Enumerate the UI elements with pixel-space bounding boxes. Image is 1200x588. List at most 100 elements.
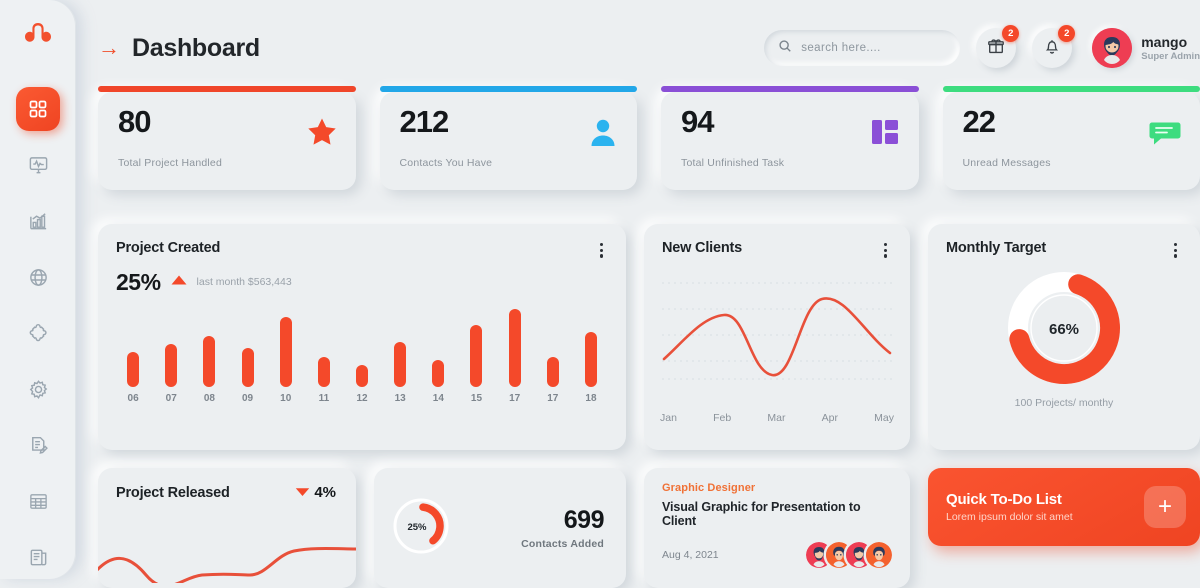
- card-head: Monthly Target: [928, 224, 1200, 261]
- triangle-up-icon: [170, 273, 188, 291]
- stat-card-unread-messages[interactable]: 22 Unread Messages: [943, 92, 1200, 190]
- bar-column[interactable]: 14: [419, 304, 457, 404]
- bar-column[interactable]: 08: [190, 304, 228, 404]
- profile-role: Super Admin: [1141, 51, 1200, 62]
- bar: [280, 317, 292, 387]
- triangle-down-icon: [295, 484, 310, 501]
- bar-label: 11: [319, 393, 330, 404]
- bar-column[interactable]: 13: [381, 304, 419, 404]
- project-released-delta-value: 4%: [314, 484, 336, 501]
- bar: [318, 357, 330, 387]
- card-title: New Clients: [662, 240, 742, 256]
- sidebar-item-forms[interactable]: [16, 423, 60, 467]
- contacts-added-card: 25% 699 Contacts Added: [374, 468, 626, 588]
- stat-card-total-project-handled[interactable]: 80 Total Project Handled: [98, 92, 356, 190]
- bar: [203, 336, 215, 387]
- bar-column[interactable]: 15: [457, 304, 495, 404]
- bar-column[interactable]: 07: [152, 304, 190, 404]
- sidebar-item-pages[interactable]: [16, 535, 60, 579]
- axis-tick-feb: Feb: [713, 412, 731, 424]
- bar: [356, 365, 368, 387]
- new-clients-line-chart: Jan Feb Mar Apr May: [644, 261, 910, 424]
- contacts-added-gauge: 25%: [392, 497, 450, 560]
- search-input[interactable]: [801, 42, 946, 54]
- bar: [547, 357, 559, 387]
- project-released-card: Project Released 4%: [98, 468, 356, 588]
- todo-subtitle: Lorem ipsum dolor sit amet: [946, 511, 1073, 523]
- kebab-menu-icon[interactable]: [595, 240, 608, 261]
- bar-label: 08: [204, 393, 215, 404]
- chat-bubble-icon: [1148, 116, 1182, 153]
- contacts-added-label: Contacts Added: [521, 538, 604, 550]
- middle-row: Project Created 25% last month $563,443 …: [98, 224, 1200, 450]
- stat-card-total-unfinished-task[interactable]: 94 Total Unfinished Task: [661, 92, 919, 190]
- sidebar-item-network[interactable]: [16, 255, 60, 299]
- monthly-target-donut-chart: 66% 100 Projects/ monthy: [928, 265, 1200, 409]
- card-title: Project Released: [116, 485, 230, 501]
- sidebar-item-analytics[interactable]: [16, 143, 60, 187]
- bar-column[interactable]: 18: [572, 304, 610, 404]
- monthly-target-card: Monthly Target 66% 100 Projects/ monthy: [928, 224, 1200, 450]
- sidebar-item-tables[interactable]: [16, 479, 60, 523]
- bar-label: 17: [509, 393, 520, 404]
- stat-cards-row: 80 Total Project Handled 212 Contacts Yo…: [98, 92, 1200, 190]
- bar-column[interactable]: 17: [534, 304, 572, 404]
- stat-value: 80: [118, 106, 222, 139]
- stat-text: 94 Total Unfinished Task: [681, 106, 784, 169]
- task-role: Graphic Designer: [662, 482, 892, 494]
- gift-button[interactable]: 2: [976, 28, 1016, 68]
- contacts-added-gauge-label: 25%: [407, 522, 427, 533]
- axis-tick-mar: Mar: [767, 412, 785, 424]
- avatar-4[interactable]: [866, 542, 892, 568]
- task-card[interactable]: Graphic Designer Visual Graphic for Pres…: [644, 468, 910, 588]
- profile-name: mango: [1141, 34, 1200, 50]
- bar-label: 14: [433, 393, 444, 404]
- notifications-badge: 2: [1058, 25, 1075, 42]
- profile[interactable]: mango Super Admin: [1092, 28, 1200, 68]
- task-avatars: [806, 542, 892, 568]
- main-content: → Dashboard: [76, 0, 1200, 579]
- quick-todo-card[interactable]: Quick To-Do List Lorem ipsum dolor sit a…: [928, 468, 1200, 546]
- bar-column[interactable]: 11: [305, 304, 343, 404]
- bar-column[interactable]: 10: [267, 304, 305, 404]
- project-created-card: Project Created 25% last month $563,443 …: [98, 224, 626, 450]
- sidebar-item-plugins[interactable]: [16, 311, 60, 355]
- new-clients-card: New Clients Jan Feb: [644, 224, 910, 450]
- sidebar-item-statistics[interactable]: [16, 199, 60, 243]
- page-title-wrap: → Dashboard: [98, 34, 260, 63]
- bar-column[interactable]: 12: [343, 304, 381, 404]
- todo-text: Quick To-Do List Lorem ipsum dolor sit a…: [946, 491, 1073, 523]
- bar-column[interactable]: 17: [496, 304, 534, 404]
- stat-text: 80 Total Project Handled: [118, 106, 222, 169]
- stat-label: Total Project Handled: [118, 157, 222, 169]
- bar-column[interactable]: 09: [228, 304, 266, 404]
- stat-card-contacts-you-have[interactable]: 212 Contacts You Have: [380, 92, 638, 190]
- layout-blocks-icon: [869, 116, 901, 153]
- search-icon: [778, 39, 792, 58]
- bar-column[interactable]: 06: [114, 304, 152, 404]
- sidebar-item-dashboard[interactable]: [16, 87, 60, 131]
- bar-label: 07: [166, 393, 177, 404]
- stat-label: Contacts You Have: [400, 157, 493, 169]
- topbar: → Dashboard: [98, 18, 1200, 78]
- project-created-note: last month $563,443: [197, 276, 292, 288]
- kebab-menu-icon[interactable]: [1169, 240, 1182, 261]
- bar-label: 06: [128, 393, 139, 404]
- avatar[interactable]: [1092, 28, 1132, 68]
- add-todo-button[interactable]: +: [1144, 486, 1186, 528]
- sidebar: [0, 0, 76, 579]
- stat-label: Total Unfinished Task: [681, 157, 784, 169]
- stumbleupon-logo[interactable]: [15, 18, 61, 49]
- kebab-menu-icon[interactable]: [879, 240, 892, 261]
- bar: [432, 360, 444, 387]
- sidebar-item-settings[interactable]: [16, 367, 60, 411]
- bar-label: 09: [242, 393, 253, 404]
- bar: [165, 344, 177, 387]
- notifications-button[interactable]: 2: [1032, 28, 1072, 68]
- search-bar[interactable]: [764, 30, 960, 66]
- todo-title: Quick To-Do List: [946, 491, 1073, 508]
- stat-label: Unread Messages: [963, 157, 1051, 169]
- bar: [470, 325, 482, 387]
